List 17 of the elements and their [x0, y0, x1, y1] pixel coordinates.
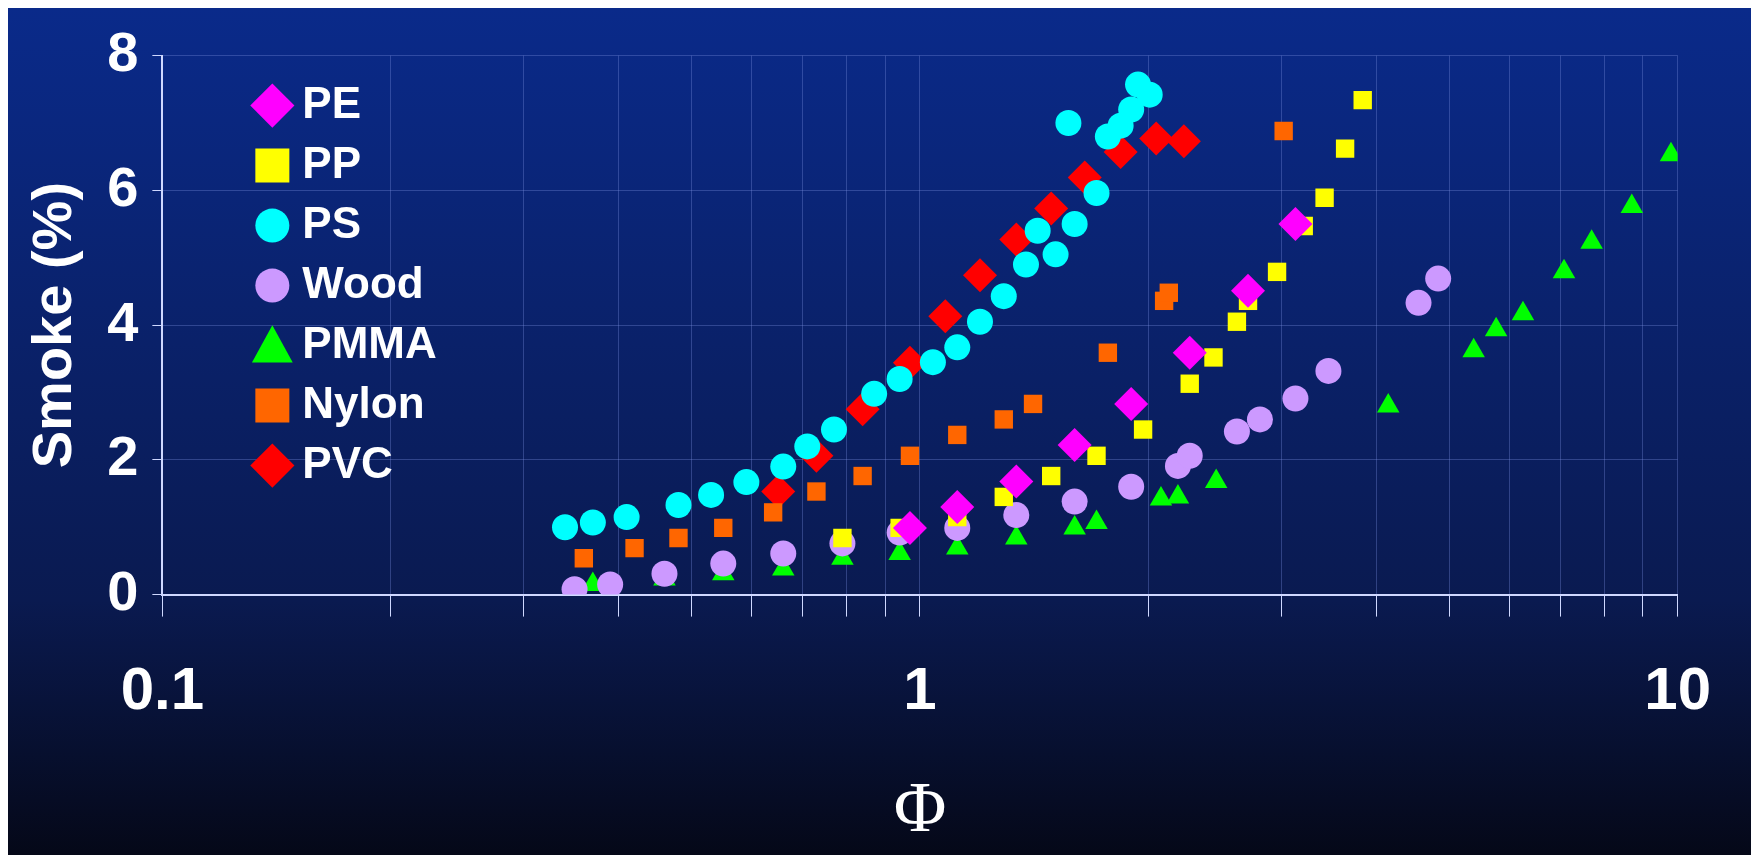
x-tick-label: 0.1 [120, 655, 205, 723]
x-axis-title: Φ [893, 766, 947, 847]
y-tick-label: 6 [107, 154, 139, 218]
x-tick-label: 10 [1644, 655, 1712, 723]
legend-label: PMMA [302, 317, 437, 367]
x-tick-label: 1 [903, 655, 937, 723]
legend-label: Wood [302, 257, 424, 307]
y-tick-label: 2 [107, 424, 139, 488]
legend-label: Nylon [302, 377, 425, 427]
y-tick-label: 4 [107, 289, 139, 353]
legend-label: PP [302, 137, 362, 187]
y-axis-title: Smoke (%) [20, 181, 84, 469]
legend-label: PE [302, 77, 362, 127]
y-tick-label: 0 [107, 559, 139, 623]
legend-label: PS [302, 197, 362, 247]
legend-label: PVC [302, 437, 393, 487]
y-tick-label: 8 [107, 20, 139, 84]
